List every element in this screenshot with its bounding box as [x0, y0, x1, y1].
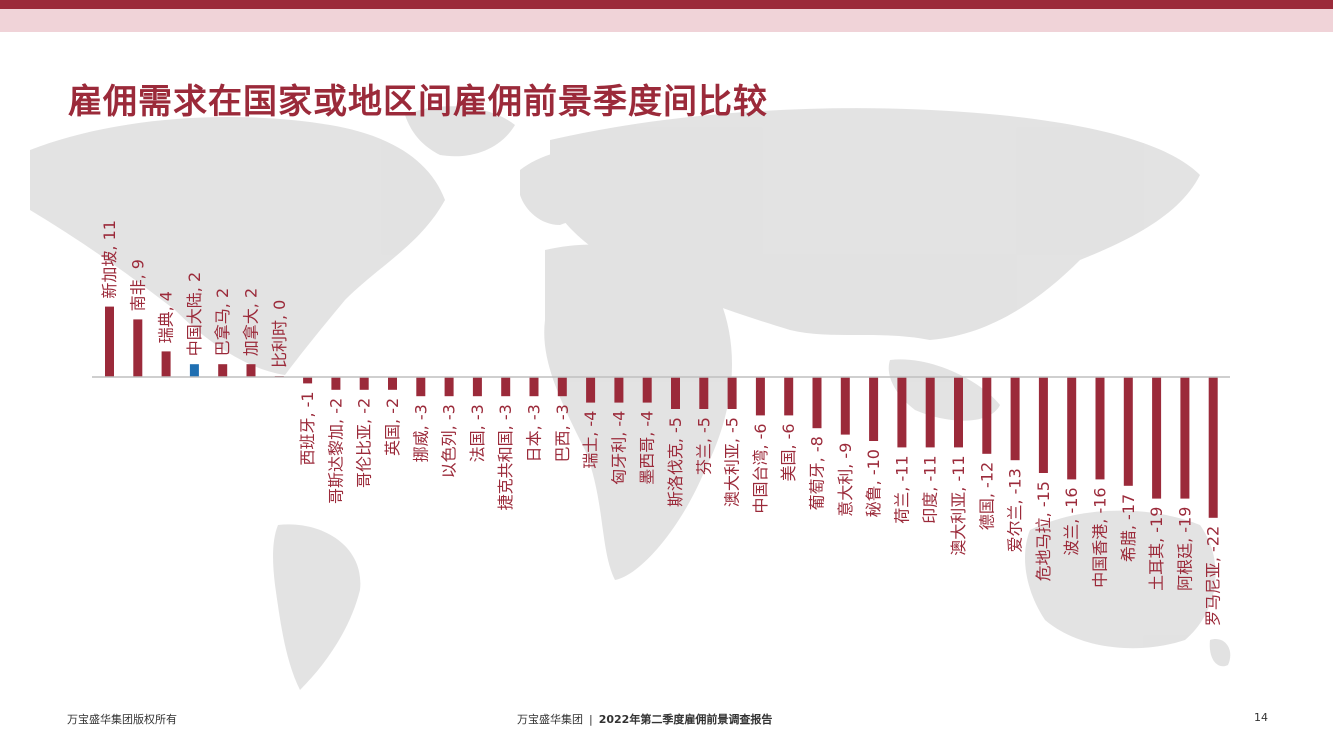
- bar-33: [1010, 377, 1020, 461]
- bar-23: [727, 377, 737, 409]
- top-accent-bar: [0, 0, 1333, 9]
- bar-21: [671, 377, 680, 409]
- bar-label-24: 中国台湾, -6: [751, 423, 770, 513]
- bar-22: [699, 377, 709, 409]
- bar-label-12: 挪威, -3: [411, 404, 430, 462]
- bar-label-31: 澳大利亚, -11: [949, 455, 968, 555]
- page-number: 14: [1254, 711, 1268, 724]
- bar-31: [954, 377, 963, 448]
- bar-15: [501, 377, 511, 397]
- footer-separator: |: [589, 713, 593, 726]
- bar-label-1: 新加坡, 11: [100, 220, 119, 299]
- bar-label-4: 中国大陆, 2: [185, 272, 204, 356]
- bar-5: [218, 364, 228, 377]
- bar-10: [359, 377, 369, 390]
- bar-label-33: 爱尔兰, -13: [1006, 468, 1025, 552]
- bar-label-14: 法国, -3: [468, 404, 487, 462]
- bar-29: [897, 377, 907, 448]
- bar-label-2: 南非, 9: [128, 259, 147, 311]
- bar-35: [1067, 377, 1077, 480]
- bar-14: [472, 377, 482, 397]
- bar-label-25: 美国, -6: [779, 423, 798, 481]
- bar-18: [586, 377, 596, 403]
- bar-4: [189, 364, 199, 377]
- bar-label-5: 巴拿马, 2: [213, 288, 232, 356]
- bar-label-19: 匈牙利, -4: [609, 411, 628, 485]
- bar-34: [1038, 377, 1048, 473]
- bar-30: [925, 377, 935, 448]
- top-header-band: [0, 9, 1333, 32]
- footer-report-info: 万宝盛华集团 | 2022年第二季度雇佣前景调查报告: [517, 711, 772, 727]
- bar-label-29: 荷兰, -11: [892, 455, 911, 523]
- bar-17: [557, 377, 567, 397]
- bar-32: [982, 377, 992, 454]
- bar-label-6: 加拿大, 2: [242, 288, 261, 356]
- bar-label-38: 土耳其, -19: [1147, 507, 1166, 591]
- bar-label-3: 瑞典, 4: [157, 291, 176, 343]
- bar-label-15: 捷克共和国, -3: [496, 404, 515, 510]
- bar-28: [869, 377, 879, 441]
- bar-label-8: 西班牙, -1: [298, 391, 317, 465]
- bar-label-17: 巴西, -3: [553, 404, 572, 462]
- labels-layer: 新加坡, 11 南非, 9 瑞典, 4 中国大陆, 2 巴拿马, 2 加拿大, 2 比利时,…: [100, 220, 1223, 626]
- bar-label-9: 哥斯达黎加, -2: [326, 398, 345, 504]
- bar-label-11: 英国, -2: [383, 398, 402, 456]
- bar-36: [1095, 377, 1105, 480]
- footer-copyright: 万宝盛华集团版权所有: [67, 713, 177, 726]
- bar-6: [246, 364, 256, 377]
- bar-label-40: 罗马尼亚, -22: [1204, 526, 1223, 626]
- bars-layer: [105, 306, 1218, 518]
- bar-12: [416, 377, 426, 397]
- footer-company: 万宝盛华集团: [517, 713, 583, 726]
- bar-16: [529, 377, 539, 397]
- bar-1: [105, 306, 114, 377]
- bar-label-13: 以色列, -3: [440, 404, 459, 478]
- bar-9: [331, 377, 341, 390]
- bar-11: [388, 377, 397, 390]
- bar-label-35: 波兰, -16: [1062, 487, 1081, 555]
- bar-2: [133, 319, 143, 377]
- bar-label-26: 葡萄牙, -8: [808, 436, 827, 510]
- bar-label-10: 哥伦比亚, -2: [355, 398, 374, 488]
- bar-40: [1208, 377, 1218, 518]
- bar-39: [1180, 377, 1190, 499]
- bar-19: [614, 377, 624, 403]
- bar-20: [642, 377, 652, 403]
- footer-report-title: 2022年第二季度雇佣前景调查报告: [598, 713, 773, 726]
- bar-label-34: 危地马拉, -15: [1034, 481, 1053, 581]
- bar-label-22: 芬兰, -5: [694, 417, 713, 475]
- bar-label-28: 秘鲁, -10: [864, 449, 883, 517]
- bar-26: [812, 377, 822, 429]
- bar-label-16: 日本, -3: [525, 404, 544, 462]
- bar-24: [755, 377, 765, 416]
- bar-37: [1123, 377, 1133, 486]
- bar-label-7: 比利时, 0: [270, 300, 289, 368]
- bar-25: [784, 377, 794, 416]
- bar-label-18: 瑞士, -4: [581, 411, 600, 469]
- bar-label-27: 意大利, -9: [836, 443, 855, 517]
- bar-13: [444, 377, 454, 397]
- bar-label-20: 墨西哥, -4: [638, 411, 657, 485]
- bar-label-23: 澳大利亚, -5: [723, 417, 742, 507]
- bar-27: [840, 377, 850, 435]
- bar-label-37: 希腊, -17: [1119, 494, 1138, 562]
- bar-3: [161, 351, 171, 377]
- page-title: 雇佣需求在国家或地区间雇佣前景季度间比较: [68, 82, 768, 122]
- bar-label-32: 德国, -12: [977, 462, 996, 530]
- bar-label-30: 印度, -11: [921, 455, 940, 523]
- bar-38: [1152, 377, 1162, 499]
- bar-label-21: 斯洛伐克, -5: [666, 417, 685, 507]
- bar-label-36: 中国香港, -16: [1091, 487, 1110, 587]
- bar-label-39: 阿根廷, -19: [1175, 507, 1194, 591]
- bar-8: [303, 377, 313, 384]
